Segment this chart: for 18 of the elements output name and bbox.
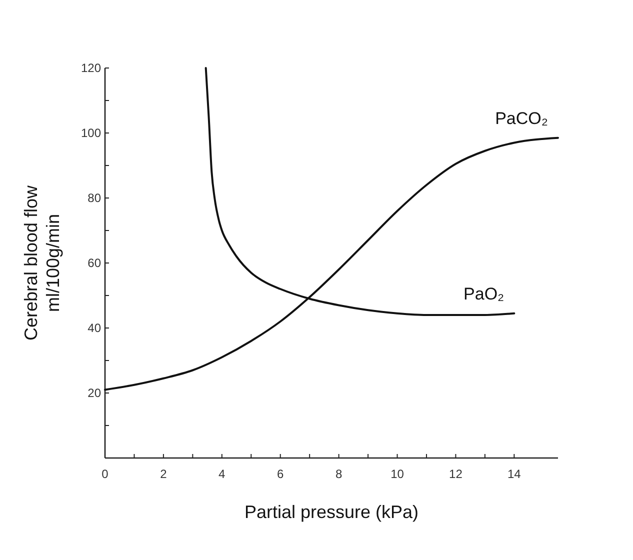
- x-tick-label: 4: [218, 467, 226, 481]
- series-label: PaCO₂: [495, 108, 548, 128]
- x-tick-label: 14: [507, 467, 522, 481]
- series-label: PaO₂: [464, 284, 504, 304]
- y-tick-label: 40: [88, 321, 102, 335]
- x-tick-label: 6: [277, 467, 284, 481]
- y-tick-label: 80: [88, 191, 102, 205]
- y-tick-label: 60: [88, 256, 102, 270]
- y-tick-label: 100: [80, 126, 102, 140]
- x-axis-title: Partial pressure (kPa): [244, 502, 419, 522]
- y-tick-label: 20: [88, 386, 102, 400]
- y-tick-label: 120: [80, 61, 102, 75]
- x-tick-label: 0: [102, 467, 109, 481]
- x-tick-label: 10: [390, 467, 404, 481]
- x-tick-label: 8: [335, 467, 342, 481]
- x-tick-label: 12: [449, 467, 463, 481]
- y-axis-title: Cerebral blood flow ml/100g/min: [21, 184, 63, 341]
- x-tick-label: 2: [160, 467, 168, 481]
